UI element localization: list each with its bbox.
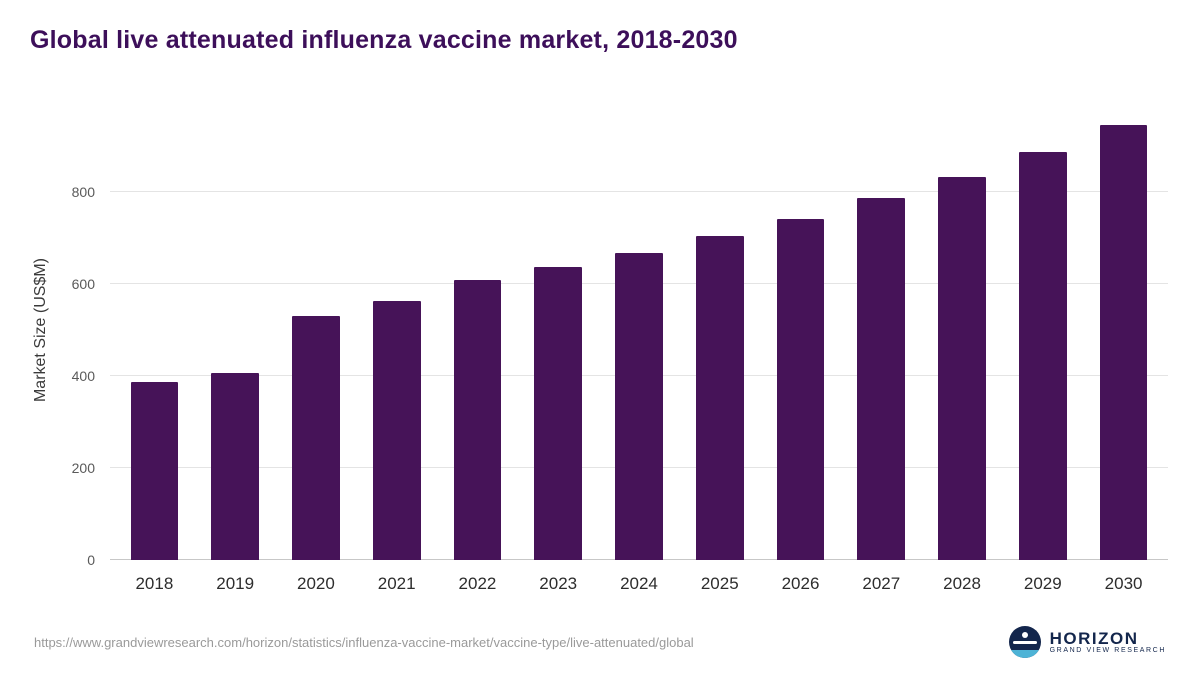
bar <box>776 219 825 560</box>
bar-cell: 2020 <box>276 100 357 593</box>
horizon-logo-name: HORIZON <box>1049 628 1139 648</box>
bar-cell: 2026 <box>760 100 841 593</box>
bar <box>615 253 663 560</box>
bar <box>1018 152 1067 560</box>
x-tick-label: 2025 <box>700 574 739 593</box>
y-tick-label: 0 <box>87 552 95 568</box>
x-tick-label: 2028 <box>943 574 981 593</box>
bars: 2018 2019 2020 2021 2022 2023 2024 2025 2026 2027… <box>114 100 1164 593</box>
bar-cell: 2029 <box>1002 100 1083 593</box>
horizon-logo-text: HORIZON GRAND VIEW RESEARCH <box>1049 628 1166 655</box>
footer: https://www.grandviewresearch.com/horizo… <box>0 609 1200 675</box>
source-url: https://www.grandviewresearch.com/horizo… <box>34 634 694 650</box>
x-tick-label: 2021 <box>377 574 416 593</box>
bar <box>453 280 502 560</box>
x-tick-label: 2020 <box>297 574 335 593</box>
plot-area: 0 200 400 600 800 2018 2019 2020 2021 2022 2023 202… <box>72 100 1168 593</box>
x-tick-label: 2024 <box>620 574 658 593</box>
x-tick-label: 2022 <box>458 574 497 593</box>
bar <box>534 267 583 560</box>
x-tick-label: 2019 <box>216 574 255 593</box>
x-tick-label: 2030 <box>1104 574 1143 593</box>
bar <box>292 316 340 560</box>
x-tick-label: 2027 <box>862 574 901 593</box>
bar-cell: 2022 <box>437 100 518 593</box>
bar <box>857 198 906 560</box>
gridline <box>110 191 1168 192</box>
horizon-logo-icon <box>1008 626 1041 658</box>
bar-cell: 2018 <box>114 100 195 593</box>
bar-cell: 2025 <box>679 100 760 593</box>
x-tick-label: 2023 <box>539 574 578 593</box>
bar <box>211 372 259 560</box>
bar <box>938 177 986 560</box>
bar <box>372 301 421 560</box>
bar-cell: 2019 <box>195 100 276 593</box>
x-tick-label: 2018 <box>135 574 174 593</box>
bar-cell: 2027 <box>841 100 922 593</box>
bar <box>1099 125 1148 560</box>
bar <box>695 236 744 560</box>
horizon-logo-subtitle: GRAND VIEW RESEARCH <box>1049 647 1166 655</box>
bar-cell: 2024 <box>599 100 680 593</box>
page-title: Global live attenuated influenza vaccine… <box>30 26 738 54</box>
bar-chart: Market Size (US$M) 0 200 400 600 800 2018 2019… <box>0 100 1200 593</box>
y-tick-label: 600 <box>71 276 95 292</box>
bar-cell: 2023 <box>518 100 599 593</box>
x-tick-label: 2026 <box>781 574 820 593</box>
bar-cell: 2030 <box>1083 100 1164 593</box>
bar <box>130 381 179 560</box>
horizon-logo: HORIZON GRAND VIEW RESEARCH <box>1008 626 1166 658</box>
bar-cell: 2028 <box>922 100 1003 593</box>
y-tick-label: 200 <box>71 460 95 476</box>
y-tick-label: 800 <box>71 184 95 200</box>
bar-cell: 2021 <box>356 100 437 593</box>
y-tick-label: 400 <box>71 368 95 384</box>
x-tick-label: 2029 <box>1023 574 1062 593</box>
